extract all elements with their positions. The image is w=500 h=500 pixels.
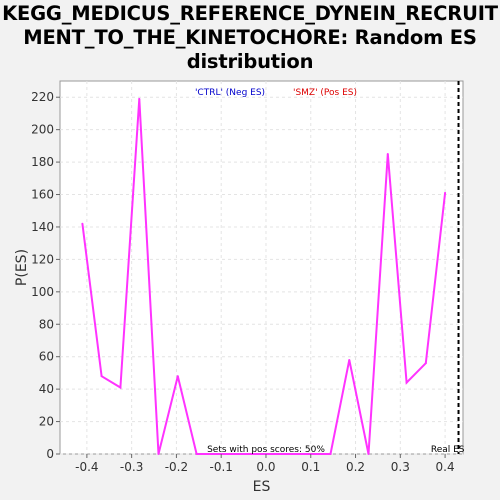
- data-point: [272, 453, 275, 455]
- data-point: [157, 453, 160, 455]
- x-tick-label: -0.4: [75, 460, 98, 474]
- data-point: [176, 375, 179, 378]
- y-tick-label: 40: [39, 382, 54, 396]
- legend-entry: 'CTRL' (Neg ES): [195, 88, 265, 98]
- y-tick-label: 20: [39, 415, 54, 429]
- data-point: [100, 375, 103, 378]
- y-tick-label: 60: [39, 350, 54, 364]
- x-tick-label: 0.3: [391, 460, 410, 474]
- legend: 'CTRL' (Neg ES) 'SMZ' (Pos ES): [195, 88, 357, 98]
- chart-title: KEGG_MEDICUS_REFERENCE_DYNEIN_RECRUIT ME…: [2, 2, 498, 73]
- y-tick-label: 100: [31, 285, 54, 299]
- data-point: [386, 152, 389, 155]
- data-point: [290, 453, 293, 455]
- series-line: [81, 98, 447, 455]
- axes: -0.4 -0.3 -0.2 -0.1 0.0 0.1 0.2 0.3 0.4 0 20 40 60 80…: [14, 90, 455, 495]
- y-tick-label: 180: [31, 155, 54, 169]
- x-tick-label: -0.3: [120, 460, 143, 474]
- x-axis-label: ES: [253, 479, 271, 495]
- data-point: [424, 362, 427, 365]
- y-tick-label: 220: [31, 90, 54, 104]
- y-tick-label: 120: [31, 252, 54, 266]
- data-point: [348, 358, 351, 361]
- x-tick-label: 0.2: [346, 460, 365, 474]
- data-point: [214, 453, 217, 455]
- data-point: [195, 453, 198, 455]
- data-point: [81, 222, 84, 225]
- data-point: [252, 453, 255, 455]
- x-tick-label: 0.1: [301, 460, 320, 474]
- series-layer: [81, 97, 447, 455]
- y-tick-label: 140: [31, 220, 54, 234]
- data-point: [444, 191, 447, 194]
- annotations: Real ES Sets with pos scores: 50%: [207, 81, 465, 455]
- data-point: [119, 386, 122, 389]
- real-es-label: Real ES: [431, 445, 465, 455]
- data-point: [405, 381, 408, 384]
- x-tick-label: -0.1: [209, 460, 232, 474]
- y-tick-label: 80: [39, 317, 54, 331]
- y-axis-label: P(ES): [14, 249, 30, 286]
- y-tick-label: 160: [31, 188, 54, 202]
- x-tick-label: -0.2: [165, 460, 188, 474]
- data-point: [329, 453, 332, 455]
- plot-area: [59, 80, 464, 455]
- x-tick-label: 0.0: [256, 460, 275, 474]
- pos-scores-annotation: Sets with pos scores: 50%: [207, 445, 325, 455]
- grid: [60, 81, 463, 455]
- y-tick-label: 0: [46, 447, 54, 461]
- x-tick-label: 0.4: [436, 460, 455, 474]
- data-point: [138, 97, 141, 100]
- y-tick-label: 200: [31, 123, 54, 137]
- data-point: [233, 453, 236, 455]
- data-point: [367, 453, 370, 455]
- legend-entry: 'SMZ' (Pos ES): [293, 88, 357, 98]
